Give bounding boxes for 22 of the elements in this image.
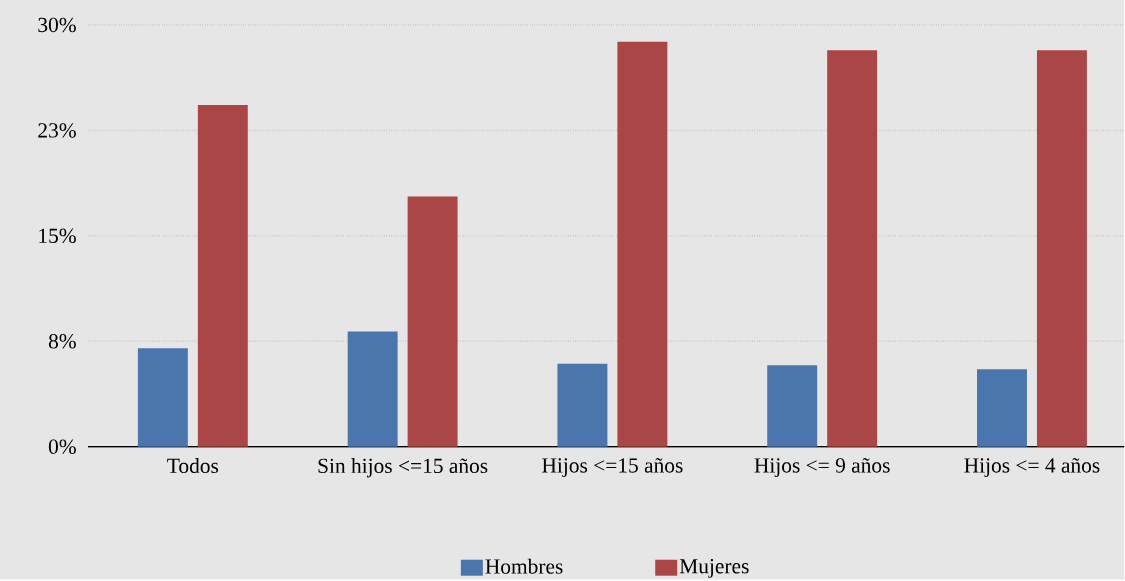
y-tick-label: 8%	[48, 334, 76, 349]
bar	[347, 331, 398, 447]
x-tick-label: Sin hijos <=15 años	[318, 458, 488, 478]
x-tick-label: Hijos <=15 años	[542, 458, 683, 478]
y-tick-label: 30%	[38, 17, 76, 33]
bar	[827, 50, 878, 447]
bar	[137, 348, 188, 447]
bar	[1036, 50, 1087, 447]
bar	[407, 196, 458, 447]
bar	[977, 369, 1027, 447]
bar	[617, 41, 668, 447]
legend-label: Hombres	[485, 558, 563, 574]
bar	[767, 365, 818, 447]
bar	[197, 105, 248, 447]
y-tick-label: 15%	[39, 228, 76, 244]
x-tick-label: Todos	[167, 458, 219, 474]
bar	[557, 363, 608, 447]
x-tick-label: Hijos <= 4 años	[964, 458, 1100, 478]
legend-label: Mujeres	[679, 559, 749, 578]
y-tick-label: 0%	[48, 439, 76, 455]
x-tick-label: Hijos <= 9 años	[754, 458, 890, 478]
y-tick-label: 23%	[38, 123, 76, 138]
